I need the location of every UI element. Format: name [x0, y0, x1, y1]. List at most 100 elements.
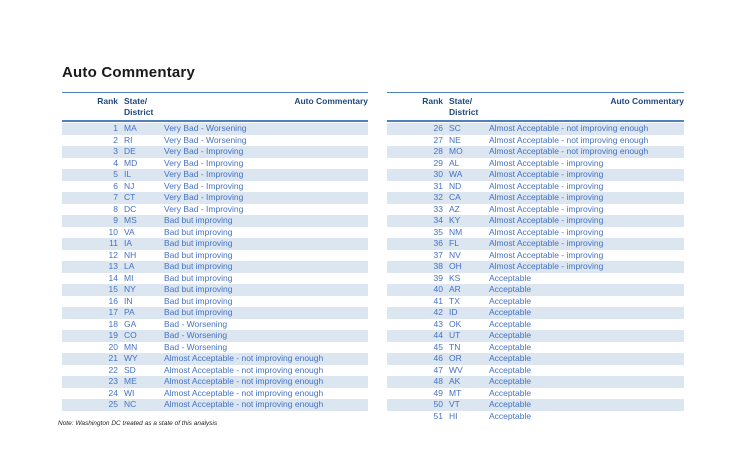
- rank-cell: 37: [433, 249, 443, 260]
- table-row: 32 CA Almost Acceptable - improving: [387, 192, 684, 204]
- state-cell: AL: [449, 157, 460, 168]
- commentary-cell: Bad but improving: [164, 284, 233, 294]
- table-row: 40 AR Acceptable: [387, 284, 684, 296]
- rank-cell: 34: [433, 215, 443, 225]
- commentary-cell: Bad but improving: [164, 249, 233, 260]
- table-row: 38 OH Almost Acceptable - improving: [387, 261, 684, 273]
- state-cell: WI: [124, 387, 135, 398]
- state-cell: ND: [449, 180, 462, 191]
- state-cell: CA: [449, 192, 461, 202]
- table-row: 22 SD Almost Acceptable - not improving en…: [62, 365, 368, 377]
- table-row: 14 MI Bad but improving: [62, 273, 368, 285]
- rank-cell: 33: [433, 203, 443, 214]
- commentary-cell: Acceptable: [489, 272, 532, 283]
- state-cell: NJ: [124, 180, 135, 191]
- commentary-cell: Almost Acceptable - not improving enough: [164, 376, 324, 386]
- table-row: 39 KS Acceptable: [387, 273, 684, 285]
- table-row: 27 NE Almost Acceptable - not improving en…: [387, 135, 684, 147]
- state-cell: FL: [449, 238, 459, 248]
- table-row: 19 CO Bad - Worsening: [62, 330, 368, 342]
- rank-cell: 18: [108, 318, 118, 329]
- commentary-cell: Bad - Worsening: [164, 341, 228, 352]
- commentary-cell: Almost Acceptable - improving: [489, 215, 604, 225]
- rank-cell: 15: [108, 284, 118, 294]
- state-district-column-header-line2: District: [124, 107, 154, 117]
- rank-cell: 42: [433, 307, 443, 317]
- state-cell: NY: [124, 284, 136, 294]
- state-cell: MO: [449, 146, 463, 156]
- rank-cell: 50: [433, 399, 443, 409]
- rank-cell: 48: [433, 376, 443, 386]
- state-cell: MS: [124, 215, 137, 225]
- table-row: 28 MO Almost Acceptable - not improving en…: [387, 146, 684, 158]
- state-district-column-header: State/: [124, 96, 148, 106]
- analysis-footnote: Note: Washington DC treated as a state o…: [58, 420, 218, 427]
- rank-cell: 23: [108, 376, 118, 386]
- state-cell: NM: [449, 226, 463, 237]
- rank-cell: 29: [433, 157, 443, 168]
- table-row: 41 TX Acceptable: [387, 296, 684, 308]
- state-district-column-header-line2: District: [449, 107, 479, 117]
- commentary-cell: Bad but improving: [164, 261, 233, 271]
- rank-cell: 4: [113, 157, 118, 168]
- table-row: 3 DE Very Bad - Improving: [62, 146, 368, 158]
- commentary-cell: Very Bad - Improving: [164, 192, 244, 202]
- state-cell: OR: [449, 353, 462, 363]
- state-cell: MT: [449, 387, 462, 398]
- table-row: 12 NH Bad but improving: [62, 250, 368, 262]
- commentary-cell: Almost Acceptable - not improving enough: [164, 364, 324, 375]
- state-cell: TX: [449, 295, 460, 306]
- commentary-cell: Almost Acceptable - improving: [489, 157, 604, 168]
- rank-cell: 30: [433, 169, 443, 179]
- commentary-cell: Almost Acceptable - not improving enough: [489, 134, 649, 145]
- state-cell: WY: [124, 353, 138, 363]
- commentary-cell: Acceptable: [489, 364, 532, 375]
- rank-cell: 46: [433, 353, 443, 363]
- table-row: 48 AK Acceptable: [387, 376, 684, 388]
- state-cell: UT: [449, 330, 461, 340]
- state-cell: SD: [124, 364, 136, 375]
- table-row: 51 HI Acceptable: [387, 411, 684, 423]
- rank-cell: 11: [109, 238, 118, 248]
- state-cell: CT: [124, 192, 136, 202]
- commentary-cell: Very Bad - Improving: [164, 169, 244, 179]
- commentary-cell: Very Bad - Worsening: [164, 123, 247, 133]
- commentary-cell: Acceptable: [489, 376, 532, 386]
- page-title: Auto Commentary: [62, 64, 196, 81]
- commentary-cell: Acceptable: [489, 353, 532, 363]
- rank-cell: 14: [108, 272, 118, 283]
- table-row: 15 NY Bad but improving: [62, 284, 368, 296]
- commentary-cell: Almost Acceptable - improving: [489, 249, 604, 260]
- state-cell: MN: [124, 341, 138, 352]
- commentary-cell: Bad but improving: [164, 307, 233, 317]
- rank-column-header: Rank: [97, 96, 118, 106]
- commentary-cell: Acceptable: [489, 387, 532, 398]
- rank-cell: 28: [433, 146, 443, 156]
- state-cell: AR: [449, 284, 461, 294]
- rank-cell: 38: [433, 261, 443, 271]
- state-cell: IL: [124, 169, 132, 179]
- state-cell: OH: [449, 261, 462, 271]
- table-row: 18 GA Bad - Worsening: [62, 319, 368, 331]
- auto-commentary-column-header: Auto Commentary: [610, 96, 684, 106]
- commentary-cell: Acceptable: [489, 318, 532, 329]
- state-cell: GA: [124, 318, 137, 329]
- commentary-cell: Acceptable: [489, 295, 532, 306]
- commentary-cell: Bad but improving: [164, 238, 233, 248]
- state-cell: IN: [124, 295, 133, 306]
- table-body: 26 SC Almost Acceptable - not improving en…: [387, 123, 684, 422]
- rank-cell: 6: [113, 180, 118, 191]
- table-row: 23 ME Almost Acceptable - not improving en…: [62, 376, 368, 388]
- rank-cell: 10: [108, 226, 118, 237]
- rank-cell: 21: [108, 353, 118, 363]
- table-row: 50 VT Acceptable: [387, 399, 684, 411]
- state-cell: RI: [124, 134, 133, 145]
- commentary-cell: Bad but improving: [164, 295, 233, 306]
- table-row: 34 KY Almost Acceptable - improving: [387, 215, 684, 227]
- ranking-table-left: Rank State/ Auto Commentary District 1 MA…: [62, 92, 368, 411]
- rank-cell: 19: [108, 330, 118, 340]
- ranking-table-right: Rank State/ Auto Commentary District 26 S…: [387, 92, 684, 422]
- table-row: 5 IL Very Bad - Improving: [62, 169, 368, 181]
- state-cell: TN: [449, 341, 461, 352]
- state-cell: MA: [124, 123, 137, 133]
